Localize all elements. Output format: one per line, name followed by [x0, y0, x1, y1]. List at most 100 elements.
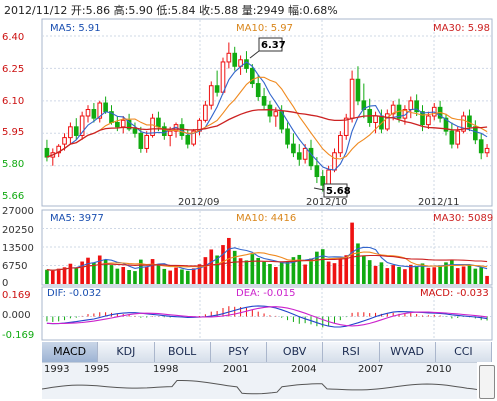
macd-label: MACD: -0.033 — [420, 288, 489, 299]
price-ma10-line — [46, 76, 488, 160]
candle-up — [273, 111, 279, 117]
candle-down — [44, 147, 50, 158]
candle-up — [85, 109, 91, 117]
volume-bar — [326, 261, 331, 284]
tab-rsi[interactable]: RSI — [323, 342, 380, 362]
volume-bar — [315, 251, 319, 284]
tab-wvad[interactable]: WVAD — [379, 342, 436, 362]
dif-label: DIF: -0.032 — [47, 288, 101, 299]
volume-bar — [420, 263, 425, 284]
vol-ma30-label: MA30: 5089 — [433, 213, 493, 224]
candle-up — [120, 119, 126, 128]
candle-up — [220, 61, 226, 93]
volume-bar — [156, 264, 161, 284]
quote-date: 2012/11/12 — [4, 4, 68, 17]
volume-bar — [279, 262, 284, 284]
min-price-box — [323, 183, 348, 198]
volume-bar — [262, 261, 266, 284]
close-label: 收: — [199, 4, 214, 17]
volume-bar — [144, 266, 149, 284]
volume-bar — [455, 268, 460, 284]
volume-bar — [432, 267, 437, 284]
candle-down — [267, 104, 273, 117]
candle-up — [56, 145, 61, 154]
history-timeline[interactable]: 1993 1995 1998 2001 2004 2007 2010 — [42, 362, 477, 399]
change-label: 幅: — [288, 4, 303, 17]
candle-up — [68, 126, 73, 139]
candle-down — [285, 128, 290, 145]
volume-bar — [50, 270, 55, 284]
max-price-box — [258, 37, 283, 52]
max-price-marker: 6.37 — [261, 40, 286, 51]
tab-psy[interactable]: PSY — [210, 342, 267, 362]
chart-marks — [44, 42, 490, 328]
volume-bar — [127, 270, 131, 284]
candle-down — [314, 165, 320, 178]
candle-down — [449, 130, 455, 145]
volume-bar — [356, 243, 360, 284]
candle-up — [426, 115, 431, 126]
candle-down — [255, 83, 261, 98]
candle-up — [302, 147, 308, 160]
macd-ytick-2: 0.000 — [2, 310, 31, 321]
tab-cci[interactable]: CCI — [435, 342, 492, 362]
candle-down — [132, 128, 138, 134]
volume-value: 2949 — [256, 4, 285, 17]
candle-up — [150, 117, 155, 136]
high-label: 高: — [113, 4, 129, 17]
timeline-year-2007: 2007 — [358, 364, 384, 375]
open-label: 开: — [70, 4, 86, 17]
volume-bar — [291, 257, 296, 284]
volume-bar — [414, 265, 419, 284]
candle-up — [144, 134, 150, 149]
tab-kdj[interactable]: KDJ — [98, 342, 155, 362]
volume-bar — [268, 263, 272, 284]
tab-obv[interactable]: OBV — [267, 342, 324, 362]
candle-down — [443, 117, 449, 132]
volume-bar — [197, 264, 202, 284]
volume-bar — [461, 266, 466, 284]
volume-bar — [344, 255, 349, 284]
price-ytick-6: 5.66 — [2, 191, 24, 202]
tab-boll[interactable]: BOLL — [154, 342, 211, 362]
tab-macd[interactable]: MACD — [42, 342, 99, 362]
xtick-2012-10: 2012/10 — [306, 197, 348, 208]
dea-label: DEA: -0.015 — [236, 288, 295, 299]
volume-bar — [473, 268, 478, 284]
candle-up — [203, 104, 208, 121]
volume-bar — [285, 260, 290, 284]
volume-ma30-line — [46, 254, 488, 271]
vol-ytick-4: 6750 — [2, 261, 27, 272]
volume-ma10-line — [46, 251, 488, 271]
volume-bar — [86, 257, 90, 284]
timeline-drag-handle[interactable] — [479, 365, 495, 399]
volume-bar — [150, 259, 155, 284]
volume-bar — [139, 259, 143, 284]
volume-bar — [485, 275, 489, 284]
timeline-sparkline — [42, 380, 477, 395]
volume-bar — [221, 245, 225, 284]
volume-bar — [162, 268, 167, 284]
candle-down — [103, 102, 108, 113]
high-value: 5.90 — [128, 4, 153, 17]
candle-down — [291, 143, 296, 154]
vol-ytick-5: 0 — [2, 278, 8, 289]
candle-up — [373, 115, 378, 123]
volume-bar — [191, 268, 196, 284]
candle-up — [97, 102, 103, 119]
candle-up — [349, 78, 355, 119]
price-ma30-label: MA30: 5.98 — [433, 23, 490, 34]
low-label: 低: — [156, 4, 172, 17]
volume-bar — [174, 267, 178, 284]
candle-up — [332, 152, 337, 171]
vol-ytick-1: 27000 — [2, 206, 34, 217]
vol-ytick-2: 20250 — [2, 225, 34, 236]
volume-bar — [244, 260, 249, 284]
volume-bar — [250, 254, 255, 284]
candle-down — [420, 111, 425, 126]
volume-bar — [438, 265, 442, 284]
volume-bar — [185, 270, 190, 284]
volume-bar — [45, 269, 49, 284]
volume-bar — [362, 256, 366, 284]
vol-ma5-label: MA5: 3977 — [50, 213, 104, 224]
